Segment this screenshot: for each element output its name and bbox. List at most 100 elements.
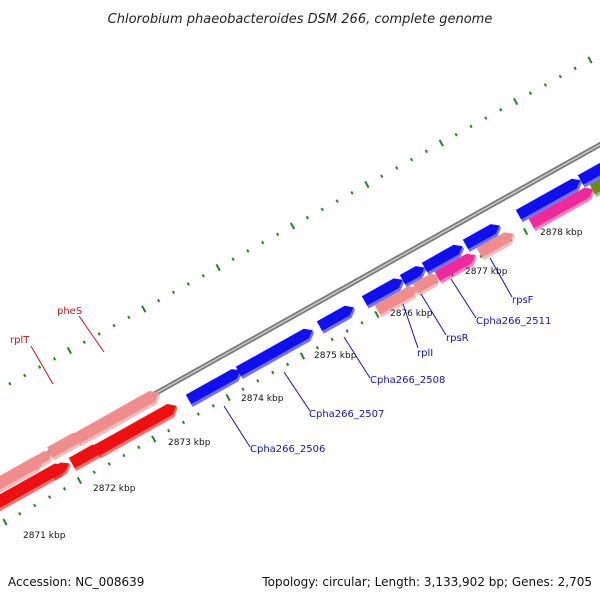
- minor-tick: [33, 503, 37, 508]
- accession-text: Accession: NC_008639: [8, 575, 144, 589]
- minor-tick: [18, 511, 22, 516]
- minor-tick: [345, 329, 349, 333]
- minor-tick: [196, 412, 200, 416]
- gene-block-pink-3-shade: [52, 434, 84, 461]
- gene-label-cpha266-2507: Cpha266_2507: [309, 409, 384, 420]
- minor-tick: [186, 282, 190, 286]
- gene-block-magenta-1: [434, 253, 476, 282]
- major-tick: [513, 97, 519, 106]
- minor-tick: [320, 207, 324, 212]
- gene-block-pink-1: [0, 457, 41, 490]
- minor-tick: [380, 174, 384, 178]
- gene-block-red-3-shade: [74, 446, 104, 471]
- major-tick: [289, 222, 296, 230]
- gene-block-red-1-shade: [0, 465, 66, 512]
- gene-block-olive-shade: [595, 191, 600, 197]
- gene-block-rpsR-shade: [427, 246, 464, 275]
- gene-label-rpsF: rpsF: [512, 295, 534, 306]
- tick-label-2874: 2874 kbp: [241, 394, 284, 404]
- minor-tick: [8, 381, 12, 386]
- minor-tick: [127, 315, 131, 320]
- gene-block-cpha266-2507-shade: [241, 330, 314, 379]
- gene-block-pink-4: [73, 391, 159, 444]
- major-tick: [587, 56, 593, 64]
- minor-tick: [97, 332, 101, 336]
- major-tick: [215, 263, 221, 272]
- major-tick: [76, 476, 82, 485]
- minor-tick: [112, 323, 116, 328]
- tick-label-2878: 2878 kbp: [540, 228, 583, 238]
- minor-tick: [122, 453, 126, 458]
- minor-tick: [409, 157, 414, 162]
- gene-block-magenta-2: [528, 187, 594, 229]
- gene-block-pink-4-shade: [79, 392, 160, 447]
- major-tick: [151, 435, 157, 443]
- minor-tick: [38, 365, 42, 369]
- minor-tick: [424, 149, 428, 154]
- gene-label-cpha266-2511: Cpha266_2511: [476, 316, 551, 327]
- minor-tick: [479, 254, 483, 259]
- major-tick: [141, 305, 147, 313]
- tick-label-2876: 2876 kbp: [390, 309, 433, 319]
- major-tick: [2, 518, 8, 526]
- tick-label-2875: 2875 kbp: [314, 351, 357, 361]
- minor-tick: [23, 373, 27, 378]
- gene-label-cpha266-2508: Cpha266_2508: [370, 375, 445, 386]
- minor-tick: [271, 370, 275, 375]
- minor-tick: [181, 420, 186, 425]
- gene-block-olive: [589, 179, 600, 195]
- gene-block-pink-3: [47, 432, 82, 458]
- gene-block-pink-5: [374, 286, 418, 315]
- gene-block-red-4-shade: [99, 405, 178, 459]
- gene-label-rpsR: rpsR: [446, 333, 469, 344]
- topology-text: Topology: circular; Length: 3,133,902 bp…: [261, 575, 592, 589]
- gene-block-red-4: [93, 404, 177, 456]
- gene-label-leaders: [30, 257, 513, 448]
- gene-block-cpha266-2508: [316, 305, 354, 331]
- minor-tick: [211, 404, 215, 408]
- minor-tick: [256, 379, 260, 383]
- gene-block-blue-small: [399, 266, 425, 285]
- map-title: Chlorobium phaeobacteroides DSM 266, com…: [108, 12, 493, 27]
- minor-tick: [528, 91, 533, 95]
- minor-tick: [543, 83, 547, 87]
- gene-block-pink-2: [30, 451, 53, 468]
- minor-tick: [484, 116, 488, 120]
- gene-block-pink-6: [412, 273, 440, 294]
- gene-block-blue-small-shade: [405, 267, 426, 288]
- major-tick: [299, 352, 306, 360]
- gene-label-rplT: rplT: [10, 335, 30, 346]
- gene-block-red-3: [68, 444, 102, 469]
- major-tick: [438, 139, 444, 147]
- minor-tick: [315, 345, 319, 350]
- gene-block-rpsR: [421, 244, 463, 273]
- tick-label-2872: 2872 kbp: [93, 484, 136, 494]
- gene-block-rpsF: [515, 178, 581, 220]
- gene-block-pink-2-shade: [34, 452, 54, 471]
- minor-tick: [499, 108, 503, 112]
- gene-block-rplI-shade: [367, 279, 404, 309]
- major-tick: [225, 393, 231, 402]
- minor-tick: [231, 257, 235, 261]
- tick-label-2873: 2873 kbp: [168, 438, 211, 448]
- gene-block-red-2-shade: [53, 463, 71, 481]
- gene-block-pink-1-shade: [0, 459, 43, 494]
- major-tick: [523, 227, 529, 236]
- minor-tick: [246, 249, 250, 253]
- minor-tick: [360, 321, 364, 325]
- major-tick: [66, 346, 72, 355]
- tick-label-2877: 2877 kbp: [465, 267, 508, 277]
- minor-tick: [171, 290, 176, 295]
- gene-label-pheS: pheS: [57, 306, 82, 317]
- gene-block-rplI: [361, 278, 403, 306]
- gene-block-pink-7: [476, 232, 514, 258]
- minor-tick: [305, 215, 309, 220]
- gene-block-cpha266-2508-shade: [322, 307, 355, 334]
- minor-tick: [469, 124, 473, 129]
- tick-label-2871: 2871 kbp: [23, 531, 66, 541]
- gene-block-cpha266-2506: [185, 369, 241, 405]
- minor-tick: [350, 191, 354, 195]
- minor-tick: [330, 337, 334, 342]
- minor-tick: [454, 132, 458, 137]
